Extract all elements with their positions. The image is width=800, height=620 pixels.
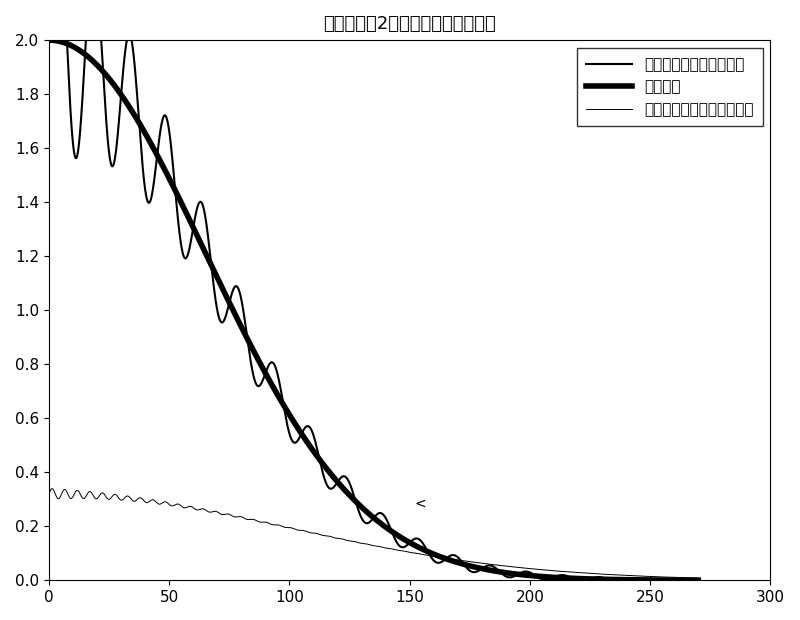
高斯光束 [80, 51, 90, 58]
高斯光束 [281, 404, 290, 412]
阵列部分环带光子筛匀光器 [694, 574, 703, 582]
阵列菲涅尔波带片匀光器 [572, 577, 582, 584]
高斯光束 [213, 275, 222, 282]
阵列部分环带光子筛匀光器 [213, 508, 222, 516]
阵列部分环带光子筛匀光器 [281, 524, 290, 531]
阵列部分环带光子筛匀光器 [44, 490, 54, 498]
高斯光束 [44, 37, 54, 44]
Line: 阵列部分环带光子筛匀光器: 阵列部分环带光子筛匀光器 [49, 489, 698, 578]
阵列部分环带光子筛匀光器 [482, 560, 491, 567]
阵列菲涅尔波带片匀光器 [386, 524, 395, 531]
高斯光束 [482, 566, 491, 574]
阵列菲涅尔波带片匀光器 [44, 37, 54, 44]
Line: 阵列菲涅尔波带片匀光器: 阵列菲涅尔波带片匀光器 [49, 0, 698, 580]
阵列菲涅尔波带片匀光器 [213, 309, 222, 317]
高斯光束 [694, 577, 703, 584]
高斯光束 [59, 39, 69, 46]
阵列部分环带光子筛匀光器 [81, 494, 90, 501]
Line: 高斯光束: 高斯光束 [49, 40, 698, 580]
阵列部分环带光子筛匀光器 [59, 486, 69, 494]
阵列菲涅尔波带片匀光器 [482, 562, 491, 570]
阵列菲涅尔波带片匀光器 [81, 46, 90, 54]
Text: <: < [414, 497, 426, 510]
阵列部分环带光子筛匀光器 [47, 485, 57, 492]
阵列菲涅尔波带片匀光器 [281, 412, 290, 420]
阵列菲涅尔波带片匀光器 [694, 577, 703, 584]
阵列部分环带光子筛匀光器 [386, 545, 395, 552]
高斯光束 [385, 526, 394, 534]
Title: 高斯光束和2种匀光器变换后的光束: 高斯光束和2种匀光器变换后的光束 [323, 15, 496, 33]
Legend: 阵列菲涅尔波带片匀光器, 高斯光束, 阵列部分环带光子筛匀光器: 阵列菲涅尔波带片匀光器, 高斯光束, 阵列部分环带光子筛匀光器 [577, 48, 763, 126]
